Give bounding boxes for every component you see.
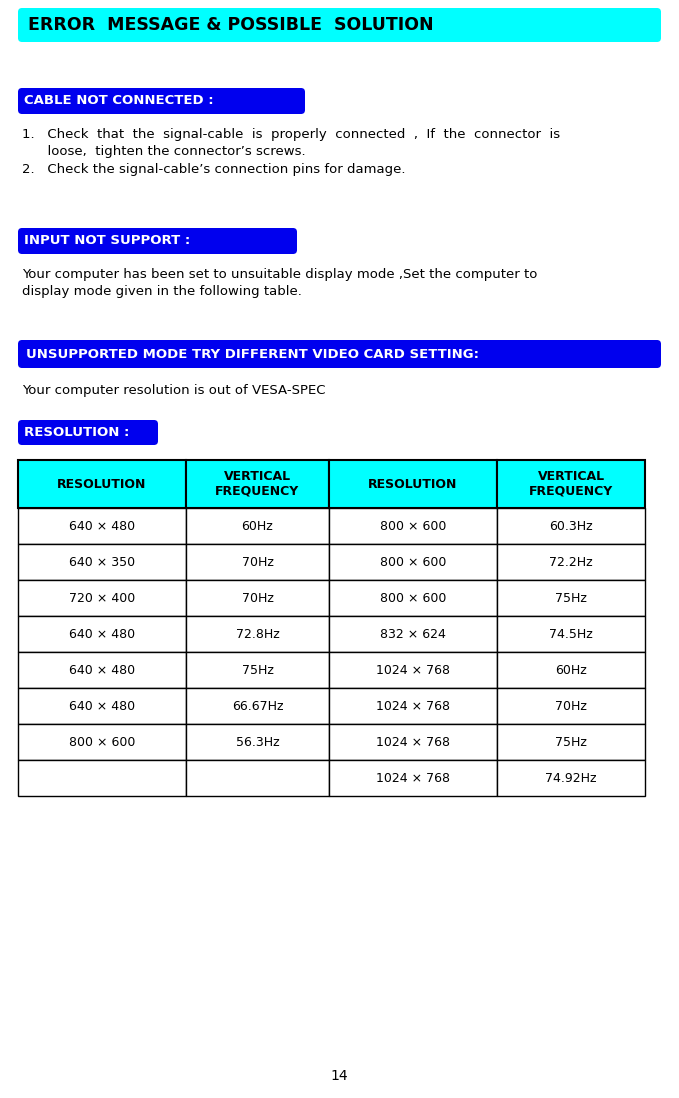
Text: 800 × 600: 800 × 600: [69, 736, 135, 749]
Text: 1024 × 768: 1024 × 768: [376, 736, 450, 749]
Bar: [186, 616, 329, 652]
Text: 56.3Hz: 56.3Hz: [236, 736, 279, 749]
Bar: [497, 460, 645, 508]
Bar: [497, 652, 645, 688]
Text: 640 × 480: 640 × 480: [69, 519, 135, 533]
Text: 72.8Hz: 72.8Hz: [236, 627, 279, 640]
Text: VERTICAL
FREQUENCY: VERTICAL FREQUENCY: [529, 470, 613, 498]
Bar: [18, 544, 186, 580]
Text: 70Hz: 70Hz: [555, 699, 587, 713]
Text: 720 × 400: 720 × 400: [69, 592, 135, 605]
Text: 640 × 350: 640 × 350: [69, 556, 135, 569]
Bar: [497, 508, 645, 544]
FancyBboxPatch shape: [18, 421, 158, 445]
Text: 1024 × 768: 1024 × 768: [376, 663, 450, 676]
FancyBboxPatch shape: [18, 88, 305, 114]
Bar: [497, 760, 645, 796]
Bar: [18, 724, 186, 760]
Bar: [186, 688, 329, 724]
Bar: [329, 688, 497, 724]
Bar: [497, 544, 645, 580]
Text: 75Hz: 75Hz: [555, 592, 587, 605]
Text: 75Hz: 75Hz: [242, 663, 274, 676]
Bar: [18, 760, 186, 796]
Bar: [329, 460, 497, 508]
Text: 70Hz: 70Hz: [242, 592, 274, 605]
Text: 1024 × 768: 1024 × 768: [376, 699, 450, 713]
Bar: [186, 544, 329, 580]
Bar: [329, 508, 497, 544]
Text: UNSUPPORTED MODE TRY DIFFERENT VIDEO CARD SETTING:: UNSUPPORTED MODE TRY DIFFERENT VIDEO CAR…: [26, 347, 479, 360]
Text: 1.   Check  that  the  signal-cable  is  properly  connected  ,  If  the  connec: 1. Check that the signal-cable is proper…: [22, 128, 560, 176]
Text: 74.92Hz: 74.92Hz: [545, 772, 597, 784]
Text: 800 × 600: 800 × 600: [380, 519, 446, 533]
Bar: [18, 580, 186, 616]
Bar: [497, 724, 645, 760]
Text: 66.67Hz: 66.67Hz: [232, 699, 283, 713]
Bar: [497, 580, 645, 616]
Bar: [329, 580, 497, 616]
Bar: [329, 544, 497, 580]
Text: 800 × 600: 800 × 600: [380, 556, 446, 569]
Bar: [329, 616, 497, 652]
Text: Your computer has been set to unsuitable display mode ,Set the computer to
displ: Your computer has been set to unsuitable…: [22, 268, 537, 299]
FancyBboxPatch shape: [18, 340, 661, 368]
Bar: [329, 724, 497, 760]
Text: 60.3Hz: 60.3Hz: [549, 519, 593, 533]
Text: RESOLUTION: RESOLUTION: [57, 478, 147, 491]
Bar: [18, 508, 186, 544]
Text: 640 × 480: 640 × 480: [69, 699, 135, 713]
Bar: [329, 652, 497, 688]
Text: 800 × 600: 800 × 600: [380, 592, 446, 605]
Bar: [186, 652, 329, 688]
Text: 1024 × 768: 1024 × 768: [376, 772, 450, 784]
Bar: [18, 652, 186, 688]
Bar: [18, 460, 186, 508]
Text: CABLE NOT CONNECTED :: CABLE NOT CONNECTED :: [24, 94, 214, 108]
Bar: [18, 688, 186, 724]
Bar: [329, 760, 497, 796]
Bar: [186, 580, 329, 616]
Bar: [497, 616, 645, 652]
Bar: [186, 724, 329, 760]
Text: 75Hz: 75Hz: [555, 736, 587, 749]
Text: 640 × 480: 640 × 480: [69, 663, 135, 676]
Text: INPUT NOT SUPPORT :: INPUT NOT SUPPORT :: [24, 235, 190, 247]
Text: VERTICAL
FREQUENCY: VERTICAL FREQUENCY: [215, 470, 299, 498]
FancyBboxPatch shape: [18, 8, 661, 42]
Text: 60Hz: 60Hz: [242, 519, 274, 533]
Bar: [186, 508, 329, 544]
Text: 60Hz: 60Hz: [555, 663, 587, 676]
Text: 832 × 624: 832 × 624: [380, 627, 446, 640]
Bar: [186, 760, 329, 796]
Text: 74.5Hz: 74.5Hz: [549, 627, 593, 640]
Bar: [186, 460, 329, 508]
Text: 14: 14: [331, 1069, 348, 1083]
Text: ERROR  MESSAGE & POSSIBLE  SOLUTION: ERROR MESSAGE & POSSIBLE SOLUTION: [28, 16, 434, 34]
Text: 640 × 480: 640 × 480: [69, 627, 135, 640]
Text: 72.2Hz: 72.2Hz: [549, 556, 593, 569]
FancyBboxPatch shape: [18, 228, 297, 254]
Text: 70Hz: 70Hz: [242, 556, 274, 569]
Text: Your computer resolution is out of VESA-SPEC: Your computer resolution is out of VESA-…: [22, 384, 325, 397]
Bar: [18, 616, 186, 652]
Bar: [497, 688, 645, 724]
Text: RESOLUTION: RESOLUTION: [368, 478, 458, 491]
Text: RESOLUTION :: RESOLUTION :: [24, 426, 130, 439]
